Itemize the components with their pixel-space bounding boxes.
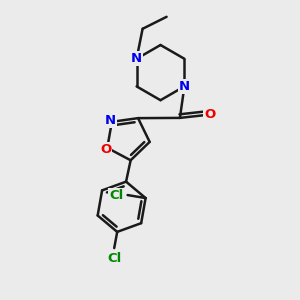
Text: Cl: Cl xyxy=(110,189,124,202)
Text: N: N xyxy=(105,114,116,127)
Text: O: O xyxy=(100,143,111,156)
Text: N: N xyxy=(131,52,142,65)
Text: N: N xyxy=(179,80,190,93)
Text: Cl: Cl xyxy=(107,252,121,266)
Text: O: O xyxy=(204,108,215,122)
